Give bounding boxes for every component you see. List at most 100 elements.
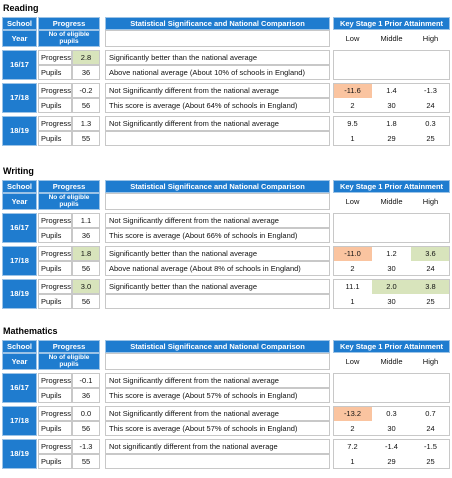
progress-label: Progress (38, 406, 72, 421)
ks1-progress-value: 7.2 (347, 441, 358, 451)
pupils-label: Pupils (38, 421, 72, 436)
progress-value: 1.8 (72, 246, 100, 261)
pupils-label: Pupils (38, 388, 72, 403)
pupils-value: 55 (72, 454, 100, 469)
ks1-group (333, 439, 450, 469)
ks1-progress-value: 9.5 (347, 118, 358, 128)
progress-value: -1.3 (72, 439, 100, 454)
header-low: Low (345, 356, 360, 366)
progress-statement: Not Significantly different from the nat… (105, 213, 330, 228)
header-progress: Progress (38, 180, 100, 193)
header-statement: Statistical Significance and National Co… (105, 180, 330, 193)
pupils-statement: This score is average (About 64% of scho… (105, 98, 330, 113)
progress-statement: Not Significantly different from the nat… (105, 116, 330, 131)
ks1-progress-value: -1.3 (424, 85, 437, 95)
pupils-statement (105, 131, 330, 146)
ks1-pupils-value: 1 (350, 456, 355, 466)
ks1-progress-value: 0.3 (386, 408, 397, 418)
year: 16/17 (2, 373, 37, 403)
progress-label: Progress (38, 116, 72, 131)
year: 18/19 (2, 116, 37, 146)
header-ks1: Key Stage 1 Prior Attainment (333, 180, 450, 193)
ks1-pupils-value: 24 (426, 423, 435, 433)
progress-statement: Not significantly different from the nat… (105, 439, 330, 454)
ks1-pupils-value: 1 (350, 133, 355, 143)
ks1-group (333, 50, 450, 80)
progress-label: Progress (38, 213, 72, 228)
pupils-label: Pupils (38, 131, 72, 146)
year: 18/19 (2, 279, 37, 309)
progress-statement: Significantly better than the national a… (105, 50, 330, 65)
ks1-progress-value: 0.3 (425, 118, 436, 128)
progress-value: 0.0 (72, 406, 100, 421)
progress-statement: Significantly better than the national a… (105, 246, 330, 261)
year: 16/17 (2, 213, 37, 243)
pupils-statement: This score is average (About 57% of scho… (105, 421, 330, 436)
pupils-value: 36 (72, 228, 100, 243)
progress-statement: Significantly better than the national a… (105, 279, 330, 294)
ks1-pupils-value: 1 (350, 296, 355, 306)
header-year: Year (2, 193, 37, 210)
progress-label: Progress (38, 373, 72, 388)
progress-value: -0.1 (72, 373, 100, 388)
header-low: Low (345, 196, 360, 206)
header-eligible: No of eligible pupils (38, 193, 100, 210)
pupils-value: 36 (72, 65, 100, 80)
header-ks1: Key Stage 1 Prior Attainment (333, 17, 450, 30)
pupils-value: 56 (72, 421, 100, 436)
pupils-label: Pupils (38, 65, 72, 80)
ks1-pupils-value: 30 (387, 263, 396, 273)
progress-label: Progress (38, 246, 72, 261)
header-school: School (2, 17, 37, 30)
ks1-progress-value: -13.2 (333, 406, 372, 421)
pupils-label: Pupils (38, 98, 72, 113)
year: 18/19 (2, 439, 37, 469)
pupils-label: Pupils (38, 228, 72, 243)
ks1-pupils-value: 24 (426, 100, 435, 110)
progress-statement: Not Significantly different from the nat… (105, 83, 330, 98)
header-year: Year (2, 353, 37, 370)
progress-label: Progress (38, 83, 72, 98)
pupils-statement (105, 294, 330, 309)
pupils-statement: Above national average (About 10% of sch… (105, 65, 330, 80)
ks1-pupils-value: 25 (426, 133, 435, 143)
header-progress: Progress (38, 17, 100, 30)
year: 17/18 (2, 406, 37, 436)
header-school: School (2, 340, 37, 353)
header-eligible: No of eligible pupils (38, 353, 100, 370)
ks1-progress-value: 1.8 (386, 118, 397, 128)
pupils-value: 56 (72, 294, 100, 309)
section-title: Writing (3, 165, 34, 176)
ks1-progress-value: -11.0 (333, 246, 372, 261)
header-middle: Middle (380, 196, 403, 206)
header-low: Low (345, 33, 360, 43)
ks1-pupils-value: 2 (350, 100, 355, 110)
ks1-pupils-value: 24 (426, 263, 435, 273)
header-eligible: No of eligible pupils (38, 30, 100, 47)
header-high: High (422, 356, 439, 366)
ks1-group (333, 116, 450, 146)
ks1-group (333, 83, 450, 113)
pupils-value: 55 (72, 131, 100, 146)
pupils-label: Pupils (38, 454, 72, 469)
header-high: High (422, 33, 439, 43)
progress-label: Progress (38, 279, 72, 294)
progress-statement: Not Significantly different from the nat… (105, 406, 330, 421)
progress-value: 1.1 (72, 213, 100, 228)
pupils-value: 56 (72, 261, 100, 276)
pupils-statement: This score is average (About 57% of scho… (105, 388, 330, 403)
header-year: Year (2, 30, 37, 47)
ks1-pupils-value: 2 (350, 263, 355, 273)
ks1-progress-value: 1.2 (386, 248, 397, 258)
progress-value: 3.0 (72, 279, 100, 294)
header-blank (105, 353, 330, 370)
ks1-progress-value: -1.4 (385, 441, 398, 451)
ks1-group (333, 279, 450, 309)
ks1-pupils-value: 30 (387, 296, 396, 306)
header-ks1: Key Stage 1 Prior Attainment (333, 340, 450, 353)
ks1-progress-value: 3.6 (411, 246, 450, 261)
header-blank (105, 193, 330, 210)
ks1-progress-value: 0.7 (425, 408, 436, 418)
year: 16/17 (2, 50, 37, 80)
